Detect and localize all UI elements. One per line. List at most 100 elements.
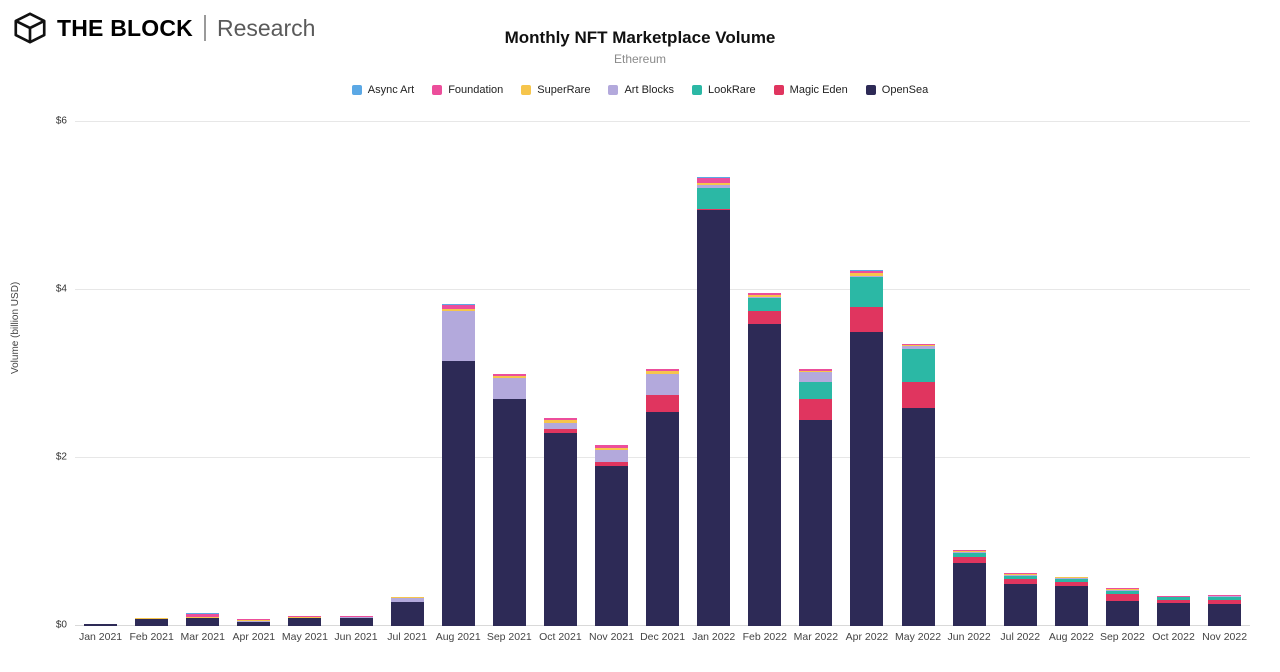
- bar-slot: [1199, 122, 1250, 626]
- bar-segment: [390, 602, 424, 626]
- x-axis-tick-label: Mar 2022: [793, 631, 839, 643]
- bar: [748, 122, 782, 626]
- bar-slot: [382, 122, 433, 626]
- legend-color-swatch: [773, 85, 784, 95]
- gridline: $4: [56, 284, 1250, 295]
- plot-area: $0 $2 $4 $6: [56, 116, 1250, 631]
- legend-label: SuperRare: [537, 84, 591, 96]
- bar-segment: [952, 552, 986, 558]
- bar-segment: [697, 210, 731, 626]
- legend-item[interactable]: SuperRare: [521, 84, 590, 96]
- bar-segment: [492, 399, 526, 626]
- bar-segment: [1105, 588, 1139, 590]
- bar-segment: [237, 620, 271, 622]
- x-axis-tick-label: Jan 2021: [78, 631, 123, 643]
- legend-item[interactable]: Foundation: [432, 84, 503, 96]
- bar-segment: [237, 621, 271, 626]
- bar-segment: [697, 185, 731, 188]
- bar-segment: [1157, 603, 1191, 626]
- bar-segment: [850, 273, 884, 276]
- bar-segment: [850, 270, 884, 274]
- bar-segment: [1157, 597, 1191, 600]
- bar-segment: [850, 269, 884, 271]
- bar-segment: [390, 598, 424, 603]
- bar-segment: [697, 183, 731, 186]
- bar-segment: [288, 615, 322, 617]
- legend-item[interactable]: Async Art: [351, 84, 414, 96]
- legend-item[interactable]: Magic Eden: [773, 84, 848, 96]
- legend-color-swatch: [521, 85, 532, 95]
- bar-segment: [697, 177, 731, 179]
- bar-slot: [637, 122, 688, 626]
- bar: [799, 122, 833, 626]
- bar-segment: [390, 596, 424, 598]
- bar-segment: [1105, 594, 1139, 601]
- bar-segment: [84, 623, 118, 625]
- bar-segment: [748, 295, 782, 297]
- bar-segment: [1003, 573, 1037, 574]
- bar-segment: [799, 399, 833, 421]
- bar: [288, 122, 322, 626]
- legend-item[interactable]: Art Blocks: [608, 84, 674, 96]
- bar-slot: [790, 122, 841, 626]
- x-axis-tick-label: Aug 2021: [435, 631, 481, 643]
- legend-item[interactable]: LookRare: [691, 84, 756, 96]
- bar-segment: [441, 361, 475, 626]
- bar-segment: [135, 617, 169, 619]
- x-axis-tick-label: Oct 2022: [1152, 631, 1195, 643]
- x-axis-labels: Jan 2021 Feb 2021 Mar 2021 Apr 2021 May 2021…: [75, 631, 1250, 643]
- bar-segment: [1157, 599, 1191, 604]
- bar: [390, 122, 424, 626]
- bar-segment: [1054, 578, 1088, 579]
- y-axis-title: Volume (billion USD): [10, 281, 21, 374]
- bar-segment: [799, 372, 833, 383]
- bar-slot: [944, 122, 995, 626]
- bar-slot: [330, 122, 381, 626]
- bar-segment: [901, 348, 935, 383]
- legend-label: Foundation: [448, 84, 504, 96]
- bar-segment: [1157, 596, 1191, 598]
- bar-segment: [901, 407, 935, 626]
- legend-item[interactable]: OpenSea: [865, 84, 928, 96]
- bar-segment: [1003, 575, 1037, 579]
- bar-segment: [1208, 594, 1242, 596]
- x-axis-tick-label: Jun 2022: [947, 631, 991, 643]
- bar-segment: [492, 378, 526, 400]
- bar-segment: [850, 275, 884, 278]
- bar-segment: [492, 374, 526, 376]
- bar-segment: [84, 624, 118, 626]
- bar-segment: [543, 428, 577, 433]
- bar-slot: [177, 122, 228, 626]
- x-axis-tick-label: Dec 2021: [640, 631, 686, 643]
- bar-segment: [1003, 573, 1037, 575]
- x-axis-tick-label: Nov 2022: [1202, 631, 1248, 643]
- x-axis-tick-label: Jul 2021: [387, 631, 427, 643]
- bar-segment: [339, 616, 373, 618]
- legend-color-swatch: [691, 85, 702, 95]
- bar-segment: [390, 597, 424, 599]
- x-axis-tick-label: Oct 2021: [539, 631, 582, 643]
- bar-slot: [688, 122, 739, 626]
- bar-segment: [135, 619, 169, 626]
- bar: [1208, 122, 1242, 626]
- x-axis-tick-label: May 2022: [894, 631, 942, 643]
- bar-segment: [952, 552, 986, 553]
- brand-divider: [203, 15, 206, 41]
- bar-segment: [288, 618, 322, 626]
- brand-header: THE BLOCK Research: [12, 8, 315, 48]
- bar-slot: [893, 122, 944, 626]
- bar-segment: [850, 306, 884, 333]
- bar-segment: [441, 305, 475, 310]
- bar-segment: [1054, 578, 1088, 582]
- bar: [697, 122, 731, 626]
- bar-segment: [748, 311, 782, 324]
- bar: [594, 122, 628, 626]
- bar: [1105, 122, 1139, 626]
- legend-label: Art Blocks: [624, 84, 674, 96]
- bar-segment: [1054, 581, 1088, 586]
- bar-segment: [901, 382, 935, 408]
- bar-segment: [1105, 590, 1139, 595]
- bar-slot: [1046, 122, 1097, 626]
- x-axis-tick-label: Feb 2022: [742, 631, 787, 643]
- bar-segment: [799, 368, 833, 371]
